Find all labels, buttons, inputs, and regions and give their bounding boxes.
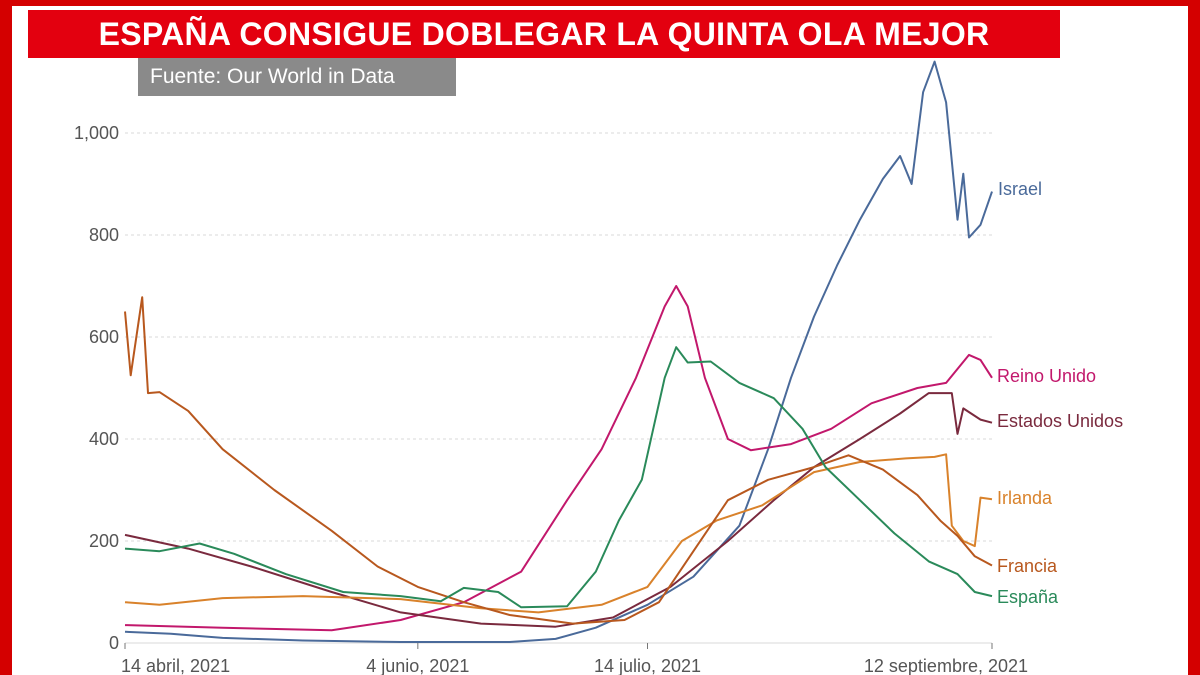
series-line-estados-unidos xyxy=(124,392,993,628)
y-tick-label: 600 xyxy=(89,327,119,347)
y-tick-label: 400 xyxy=(89,429,119,449)
series-lines xyxy=(124,60,993,643)
x-tick-label: 4 junio, 2021 xyxy=(366,656,469,675)
series-label-reino-unido: Reino Unido xyxy=(997,366,1096,386)
series-line-francia xyxy=(124,296,993,625)
series-label-españa: España xyxy=(997,587,1059,607)
series-label-francia: Francia xyxy=(997,556,1058,576)
series-line-reino-unido xyxy=(124,285,993,632)
series-label-irlanda: Irlanda xyxy=(997,488,1053,508)
series-label-israel: Israel xyxy=(998,179,1042,199)
x-tick-label: 12 septiembre, 2021 xyxy=(864,656,1028,675)
headline-title: ESPAÑA CONSIGUE DOBLEGAR LA QUINTA OLA M… xyxy=(98,15,990,52)
gridlines xyxy=(125,132,992,644)
y-tick-label: 1,000 xyxy=(74,123,119,143)
x-axis-ticks: 14 abril, 2021 4 junio, 2021 14 julio, 202… xyxy=(121,643,1028,675)
y-tick-label: 0 xyxy=(109,633,119,653)
y-tick-label: 200 xyxy=(89,531,119,551)
y-axis-ticks: 0 200 400 600 800 1,000 xyxy=(74,123,119,653)
series-line-israel xyxy=(124,60,993,643)
series-line-irlanda xyxy=(124,453,993,614)
x-tick-label: 14 julio, 2021 xyxy=(594,656,701,675)
series-label-estados-unidos: Estados Unidos xyxy=(997,411,1123,431)
y-tick-label: 800 xyxy=(89,225,119,245)
series-labels: Israel Reino Unido Estados Unidos Irlanda Fr… xyxy=(997,179,1123,607)
x-tick-label: 14 abril, 2021 xyxy=(121,656,230,675)
series-line-españa xyxy=(124,346,993,609)
headline-banner: ESPAÑA CONSIGUE DOBLEGAR LA QUINTA OLA M… xyxy=(28,10,1060,58)
source-tag: Fuente: Our World in Data xyxy=(138,58,456,96)
